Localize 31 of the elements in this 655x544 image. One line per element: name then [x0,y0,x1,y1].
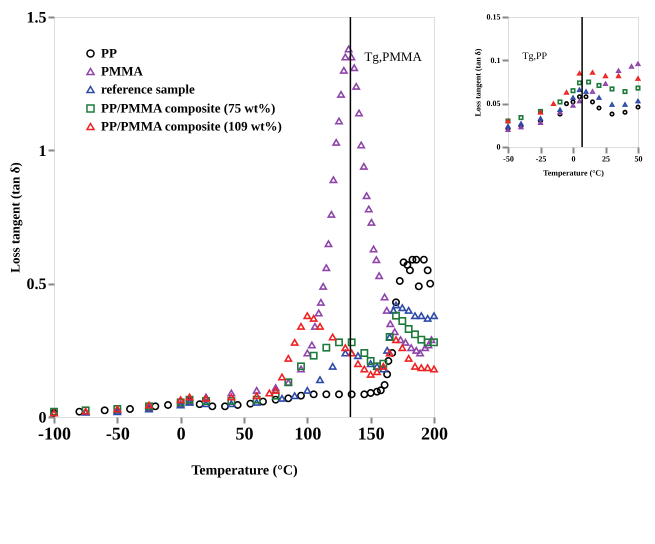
legend-label: PP/PMMA composite (75 wt%) [101,100,276,116]
y-tick-label: 0 [496,142,500,152]
x-tick-label: 200 [421,424,448,444]
legend-label: PP [101,46,117,60]
y-tick-label: 1 [38,142,46,160]
x-tick-label: 50 [634,154,642,164]
x-tick-label: -50 [503,154,514,164]
y-tick-label: 0.15 [486,12,500,22]
x-tick-label: -100 [38,424,71,444]
ref-line-label: Tg,PMMA [364,49,422,64]
x-tick-label: 25 [602,154,610,164]
y-tick-label: 0.05 [486,99,500,108]
y-axis-title: Loss tangent (tan δ) [474,48,482,116]
legend-label: PP/PMMA composite (109 wt%) [101,118,282,134]
legend-label: PMMA [101,64,144,78]
y-tick-label: 0.5 [26,276,46,294]
y-tick-label: 0 [38,410,46,426]
x-tick-label: -25 [536,154,546,164]
x-axis-title: Temperature (°C) [191,464,298,478]
ref-line-label: Tg,PP [522,51,548,62]
x-axis-title: Temperature (°C) [543,168,604,178]
x-tick-label: 0 [176,424,186,444]
x-tick-label: 150 [358,424,385,444]
y-axis-title: Loss tangent (tan δ) [8,162,22,273]
x-tick-label: 100 [294,424,322,444]
y-tick-label: 1.5 [26,10,46,26]
x-tick-label: 0 [572,154,576,164]
legend-label: reference sample [101,82,195,96]
y-tick-label: 0.1 [490,56,500,65]
x-tick-label: 50 [236,424,254,444]
x-tick-label: -50 [106,424,130,444]
